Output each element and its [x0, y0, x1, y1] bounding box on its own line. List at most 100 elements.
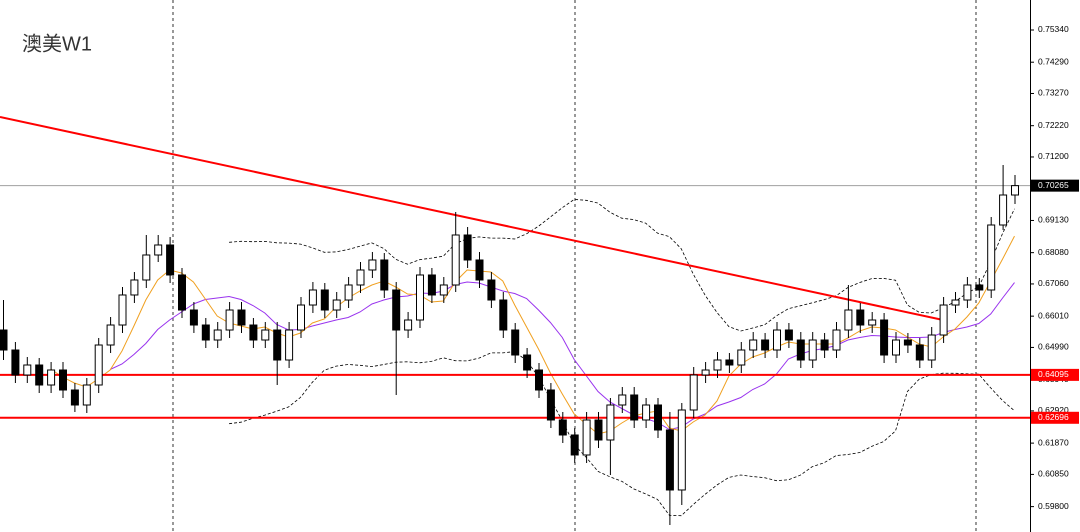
- candle-body: [665, 429, 674, 491]
- candle-body: [796, 339, 805, 361]
- candle-body: [761, 339, 770, 351]
- candle-body: [23, 364, 32, 376]
- candle-body: [523, 354, 532, 371]
- candle-body: [297, 304, 305, 331]
- candle-body: [213, 329, 222, 341]
- candle-body: [463, 234, 472, 261]
- candle-body: [999, 194, 1008, 226]
- bollinger-upper: [229, 198, 1015, 332]
- candle-body: [166, 244, 175, 276]
- candle-body: [701, 369, 710, 376]
- candle-body: [689, 374, 698, 411]
- candle-body: [725, 359, 734, 366]
- candle-body: [499, 299, 508, 331]
- candle-body: [285, 329, 294, 361]
- candle-body: [380, 259, 389, 291]
- candle-body: [356, 269, 365, 286]
- candle-body: [773, 329, 781, 351]
- candle-body: [963, 284, 972, 301]
- candle-body: [201, 324, 210, 341]
- candle-body: [784, 329, 793, 341]
- price-label-box: [1031, 368, 1079, 381]
- candle-body: [570, 434, 579, 456]
- candle-body: [594, 419, 603, 441]
- candle-body: [332, 299, 341, 311]
- price-label: 0.70265: [1038, 180, 1069, 190]
- price-label-box: [1031, 411, 1079, 424]
- candle-body: [856, 309, 865, 326]
- candle-body: [677, 409, 686, 491]
- candle-body: [558, 419, 567, 436]
- candle-body: [475, 259, 484, 281]
- candle-body: [451, 234, 460, 286]
- candle-body: [915, 344, 924, 361]
- candle-body: [439, 284, 448, 296]
- candle-body: [927, 334, 936, 361]
- chart-title: 澳美W1: [22, 32, 92, 55]
- candle-body: [344, 284, 353, 301]
- candle-body: [368, 259, 377, 271]
- candle-body: [903, 339, 912, 346]
- candle-body: [749, 339, 758, 351]
- candle-body: [130, 279, 139, 296]
- candle-body: [82, 384, 91, 406]
- candle-body: [70, 389, 79, 406]
- y-tick-label: 0.67060: [1038, 278, 1069, 288]
- candle-body: [535, 369, 543, 391]
- y-tick-label: 0.68080: [1038, 247, 1069, 257]
- candle-body: [59, 369, 67, 391]
- bollinger-lower: [229, 351, 1015, 517]
- candle-body: [392, 289, 401, 331]
- candle-body: [154, 244, 163, 256]
- candle-body: [94, 344, 103, 386]
- price-label: 0.62696: [1038, 412, 1069, 422]
- y-tick-label: 0.72220: [1038, 120, 1069, 130]
- candle-body: [880, 319, 889, 356]
- candle-body: [47, 369, 56, 386]
- y-tick-label: 0.75340: [1038, 24, 1069, 34]
- candle-body: [106, 324, 115, 346]
- candle-body: [654, 404, 662, 431]
- axis-labels: 0.75340 0.74290 0.73270 0.72220 0.71200 0.691…: [1030, 24, 1079, 511]
- candle-body: [273, 329, 282, 361]
- candle-body: [630, 394, 639, 421]
- candle-body: [118, 294, 127, 326]
- candle-body: [892, 339, 900, 356]
- candle-body: [975, 284, 984, 291]
- y-tick-label: 0.73270: [1038, 88, 1069, 98]
- candle-body: [511, 329, 520, 356]
- y-tick-label: 0.61870: [1038, 437, 1069, 447]
- candle-body: [487, 279, 496, 301]
- candle-body: [844, 309, 853, 331]
- candle-body: [416, 274, 424, 321]
- ma-slow: [109, 281, 1015, 431]
- y-tick-label: 0.69130: [1038, 215, 1069, 225]
- y-tick-label: 0.64990: [1038, 342, 1069, 352]
- y-tick-label: 0.66010: [1038, 310, 1069, 320]
- candle-body: [35, 364, 44, 386]
- candle-body: [546, 389, 555, 421]
- candle-body: [225, 309, 234, 331]
- candle-body: [642, 404, 651, 421]
- candle-body: [582, 419, 591, 456]
- y-tick-label: 0.60850: [1038, 469, 1069, 479]
- candle-body: [308, 289, 317, 306]
- candle-body: [11, 349, 20, 376]
- plot: [0, 116, 1030, 526]
- candle-body: [737, 349, 746, 366]
- candle-body: [1011, 185, 1019, 196]
- candle-body: [404, 319, 413, 331]
- candle-body: [618, 394, 627, 406]
- candle-body: [427, 274, 436, 296]
- candle-body: [178, 274, 186, 311]
- candle-body: [142, 254, 151, 281]
- candle-body: [606, 404, 615, 441]
- candle-body: [320, 289, 329, 311]
- candle-body: [951, 299, 960, 306]
- candle-body: [987, 224, 996, 291]
- y-tick-label: 0.71200: [1038, 151, 1069, 161]
- candle-body: [261, 329, 270, 341]
- trendline: [0, 116, 944, 321]
